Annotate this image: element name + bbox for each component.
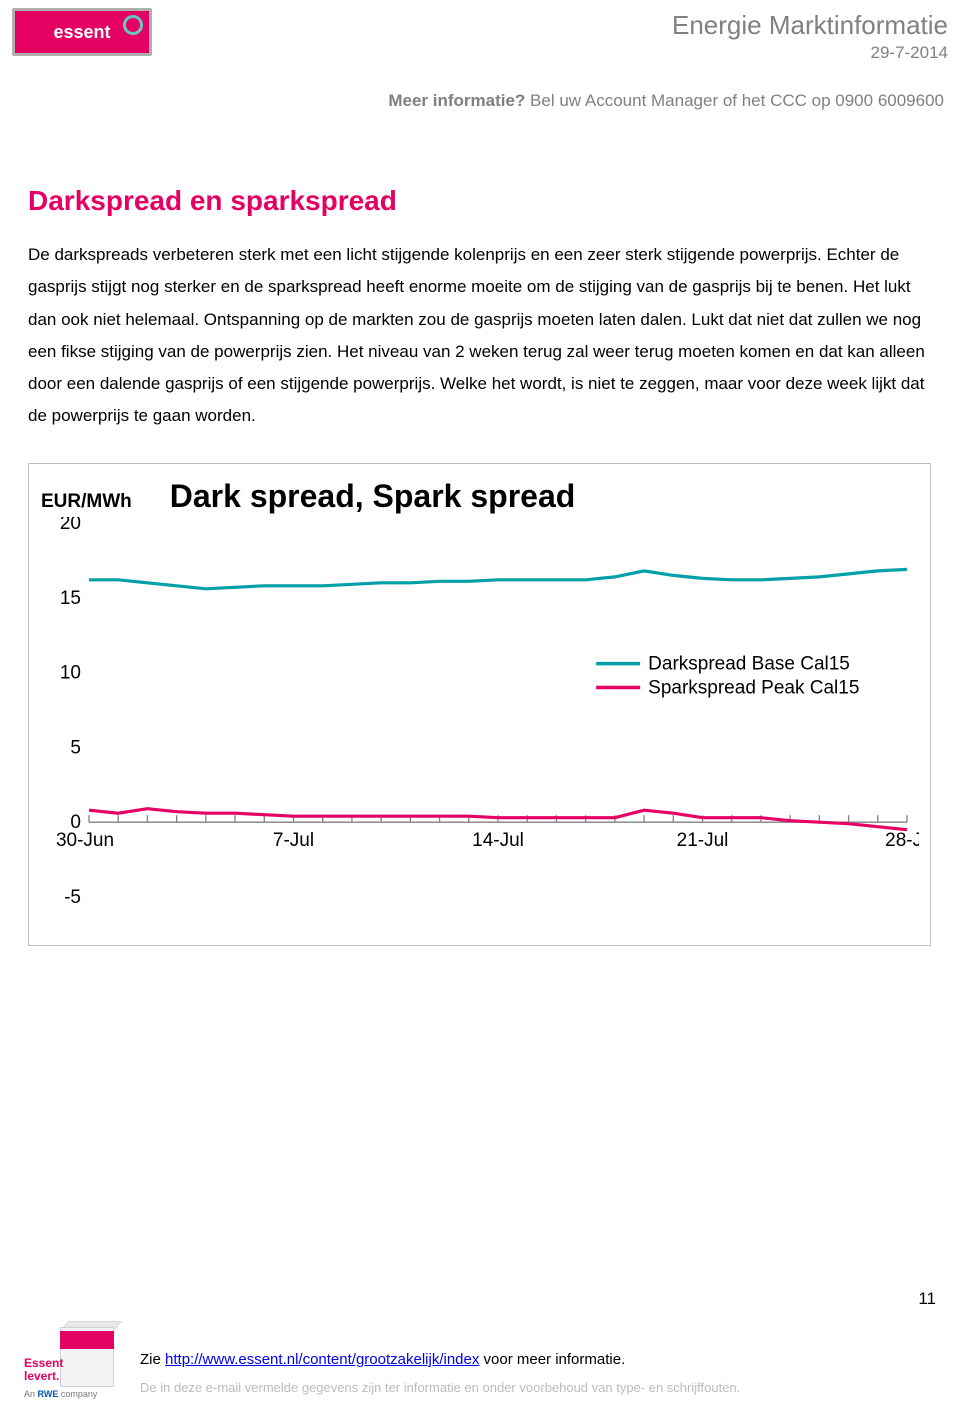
levert-line1: Essent [24, 1356, 63, 1370]
series-line [89, 808, 907, 829]
section-title: Darkspread en sparkspread [28, 185, 932, 217]
link-pre: Zie [140, 1351, 165, 1368]
essent-levert-label: Essent levert. [24, 1357, 63, 1383]
doc-title: Energie Marktinformatie [152, 10, 948, 41]
logo-wrap: essent [12, 8, 152, 56]
subhead-bold: Meer informatie? [388, 91, 525, 110]
legend-label: Sparkspread Peak Cal15 [648, 677, 859, 698]
chart-header-row: EUR/MWh Dark spread, Spark spread [41, 478, 918, 515]
y-tick-label: 5 [70, 737, 81, 758]
footer-disclaimer: De in deze e-mail vermelde gegevens zijn… [140, 1380, 936, 1395]
rwe-pre: An [24, 1389, 38, 1399]
legend-label: Darkspread Base Cal15 [648, 653, 850, 674]
main-content: Darkspread en sparkspread De darkspreads… [0, 115, 960, 946]
x-tick-label: 28-Jul [885, 830, 919, 851]
logo-circle-icon [123, 15, 143, 35]
chart-svg: -50510152030-Jun7-Jul14-Jul21-Jul28-JulD… [41, 517, 919, 937]
x-tick-label: 7-Jul [273, 830, 314, 851]
y-tick-label: 10 [60, 662, 81, 683]
subhead-rest: Bel uw Account Manager of het CCC op 090… [525, 91, 944, 110]
x-tick-label: 14-Jul [472, 830, 524, 851]
header-right: Energie Marktinformatie 29-7-2014 Meer i… [152, 8, 948, 111]
footer-text: Zie http://www.essent.nl/content/grootza… [140, 1351, 936, 1399]
series-line [89, 569, 907, 588]
footer-row: Essent levert. Zie http://www.essent.nl/… [24, 1321, 936, 1399]
levert-line2: levert. [24, 1369, 59, 1383]
x-tick-label: 30-Jun [56, 830, 114, 851]
rwe-tag: An RWE company [24, 1389, 97, 1399]
rwe-brand: RWE [38, 1389, 59, 1399]
y-tick-label: 20 [60, 517, 81, 534]
doc-date: 29-7-2014 [152, 43, 948, 63]
logo-text: essent [53, 22, 110, 43]
y-tick-label: -5 [64, 887, 81, 908]
subheading: Meer informatie? Bel uw Account Manager … [152, 91, 948, 111]
section-body: De darkspreads verbeteren sterk met een … [28, 239, 932, 433]
link-post: voor meer informatie. [479, 1351, 625, 1368]
page-header: essent Energie Marktinformatie 29-7-2014… [0, 0, 960, 115]
chart-y-axis-label: EUR/MWh [41, 491, 132, 513]
chart-title: Dark spread, Spark spread [170, 478, 576, 515]
essent-logo: essent [12, 8, 152, 56]
rwe-post: company [58, 1389, 97, 1399]
product-box-graphic: Essent levert. [24, 1321, 120, 1399]
footer-link[interactable]: http://www.essent.nl/content/grootzakeli… [165, 1351, 479, 1368]
x-tick-label: 21-Jul [677, 830, 729, 851]
chart-container: EUR/MWh Dark spread, Spark spread -50510… [28, 463, 931, 946]
y-tick-label: 15 [60, 588, 81, 609]
page-number: 11 [24, 1289, 936, 1309]
footer-link-line: Zie http://www.essent.nl/content/grootza… [140, 1351, 936, 1368]
page-footer: 11 Essent levert. Zie http://www.essent.… [0, 1289, 960, 1399]
